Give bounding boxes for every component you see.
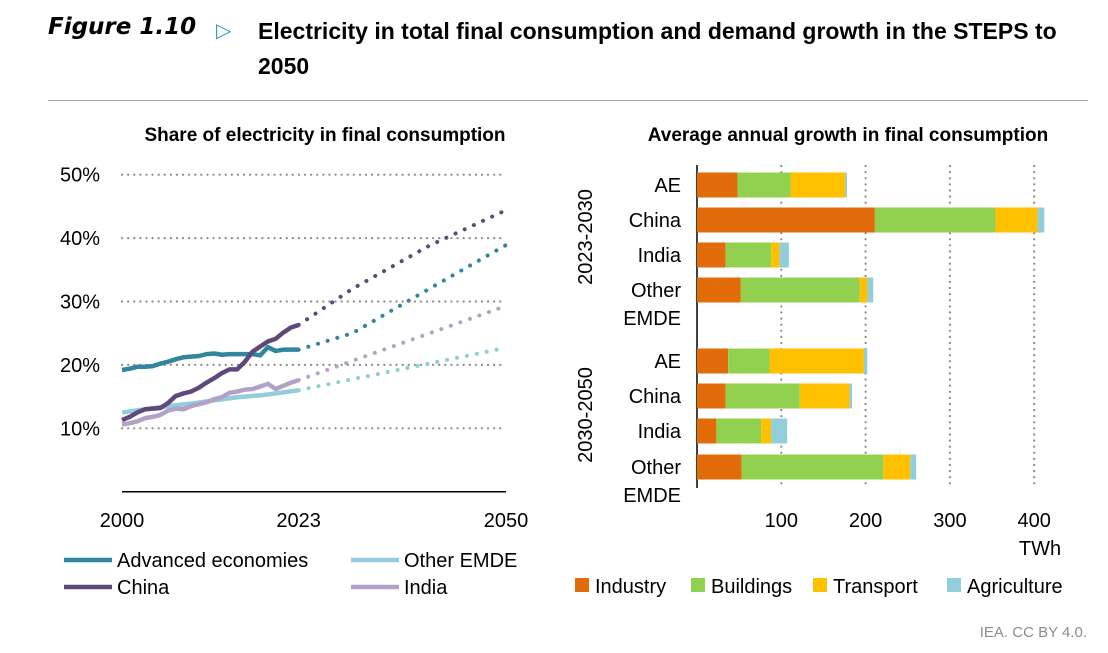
bar-chart-title: Average annual growth in final consumpti…	[648, 125, 1048, 146]
bar-industry	[697, 454, 742, 480]
category-label: China	[629, 210, 682, 232]
bar-chart: Average annual growth in final consumpti…	[575, 125, 1063, 598]
x-tick-label: 200	[849, 510, 882, 532]
category-label: Other	[631, 457, 681, 479]
bar-transport	[995, 207, 1038, 233]
bar-transport	[859, 277, 868, 303]
x-tick-label: 100	[765, 510, 798, 532]
bar-agriculture	[867, 277, 874, 303]
bar-agriculture	[849, 383, 853, 409]
historical-line-india	[121, 377, 300, 427]
bar-buildings	[725, 383, 800, 409]
y-tick-label: 50%	[60, 165, 100, 187]
legend-swatch	[813, 578, 827, 592]
x-tick-label: 400	[1018, 510, 1051, 532]
bar-transport	[799, 383, 850, 409]
bar-transport	[790, 172, 846, 198]
bar-transport	[771, 242, 780, 268]
bar-buildings	[737, 172, 791, 198]
legend-label: Agriculture	[967, 576, 1063, 598]
x-tick-label: 2023	[276, 510, 321, 532]
header-divider	[48, 100, 1088, 101]
source-note: IEA. CC BY 4.0.	[980, 624, 1087, 641]
legend-label: China	[117, 577, 170, 599]
bar-industry	[697, 348, 729, 374]
projection-line-india	[296, 303, 508, 383]
figure-title: Electricity in total final consumption a…	[258, 18, 1057, 79]
historical-line-china	[121, 322, 300, 423]
bar-agriculture	[771, 418, 788, 444]
category-label: Other	[631, 280, 681, 302]
bar-buildings	[874, 207, 996, 233]
category-label: India	[638, 245, 682, 267]
category-label: China	[629, 386, 682, 408]
bar-industry	[697, 207, 875, 233]
legend-label: Industry	[595, 576, 666, 598]
bar-buildings	[725, 242, 772, 268]
bar-buildings	[716, 418, 762, 444]
y-tick-label: 40%	[60, 228, 100, 250]
x-tick-label: 2000	[100, 510, 145, 532]
category-label-line2: EMDE	[623, 308, 681, 330]
bar-transport	[761, 418, 772, 444]
bar-buildings	[740, 277, 860, 303]
bar-agriculture	[863, 348, 868, 374]
bar-agriculture	[910, 454, 917, 480]
triangle-right-icon: ▷	[216, 20, 232, 42]
period-label: 2023-2030	[575, 189, 597, 285]
category-label-line2: EMDE	[623, 485, 681, 507]
bar-buildings	[741, 454, 884, 480]
y-tick-label: 30%	[60, 292, 100, 314]
period-label: 2030-2050	[575, 367, 597, 463]
x-tick-label: 2050	[484, 510, 529, 532]
bar-agriculture	[845, 172, 848, 198]
bar-agriculture	[1037, 207, 1045, 233]
legend-label: Buildings	[711, 576, 792, 598]
legend-label: Advanced economies	[117, 550, 308, 572]
bar-industry	[697, 383, 726, 409]
category-label: AE	[654, 351, 681, 373]
x-axis-unit: TWh	[1019, 538, 1061, 560]
figure-label: Figure 1.10	[48, 14, 197, 40]
bar-transport	[883, 454, 911, 480]
bar-buildings	[728, 348, 770, 374]
legend-label: Transport	[833, 576, 918, 598]
projection-line-china	[296, 208, 508, 327]
bar-industry	[697, 277, 741, 303]
y-tick-label: 20%	[60, 355, 100, 377]
legend-swatch	[575, 578, 589, 592]
y-tick-label: 10%	[60, 418, 100, 440]
bar-transport	[769, 348, 864, 374]
line-chart-title: Share of electricity in final consumptio…	[144, 125, 505, 146]
bar-agriculture	[779, 242, 789, 268]
bar-industry	[697, 172, 738, 198]
x-tick-label: 300	[933, 510, 966, 532]
bar-industry	[697, 418, 717, 444]
category-label: India	[638, 421, 682, 443]
legend-label: Other EMDE	[404, 550, 517, 572]
legend-swatch	[691, 578, 705, 592]
category-label: AE	[654, 175, 681, 197]
bar-industry	[697, 242, 726, 268]
line-chart: Share of electricity in final consumptio…	[60, 125, 528, 599]
projection-line-other-emde	[296, 345, 508, 393]
legend-swatch	[947, 578, 961, 592]
legend-label: India	[404, 577, 448, 599]
projection-line-advanced-economies	[296, 243, 508, 352]
historical-line-advanced-economies	[121, 344, 299, 373]
